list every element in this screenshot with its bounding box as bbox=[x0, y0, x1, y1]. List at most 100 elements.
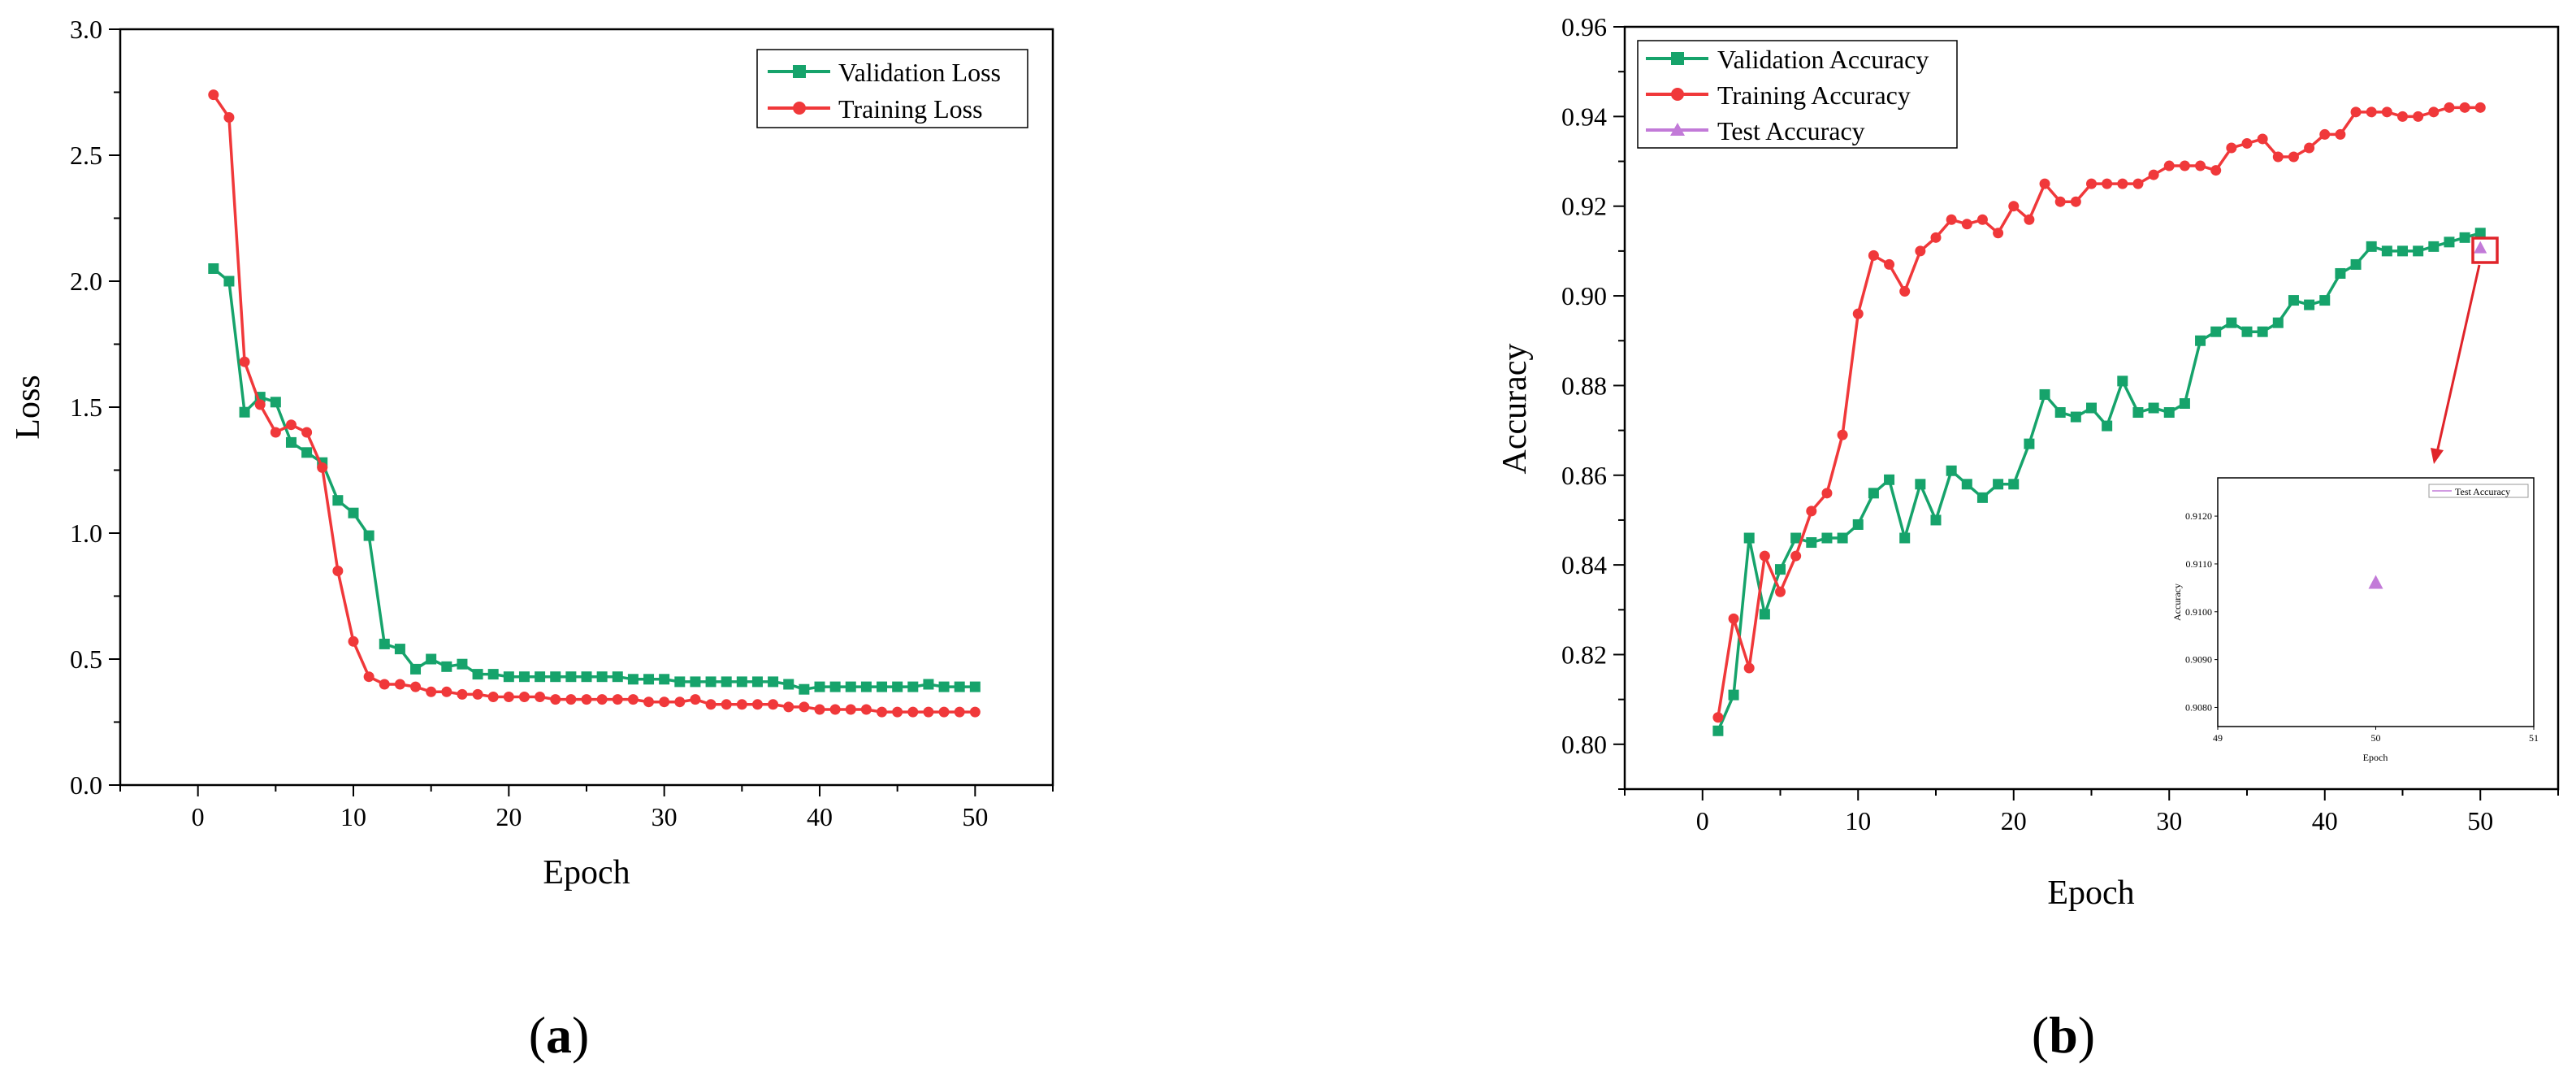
inset-series bbox=[2368, 575, 2383, 589]
accuracy-chart: 0 10 20 30 40 50 0.80 0.82 0.84 0.86 0.88 0.90 0.92 0… bbox=[1496, 12, 2560, 1064]
point-validation-loss bbox=[208, 263, 219, 274]
point-training-accuracy bbox=[1852, 308, 1864, 319]
inset-test-accuracy-point bbox=[2368, 575, 2383, 589]
point-validation-accuracy bbox=[2102, 420, 2113, 432]
point-training-accuracy bbox=[1775, 586, 1786, 597]
legend-validation-accuracy-label: Validation Accuracy bbox=[1717, 45, 1929, 74]
point-validation-loss bbox=[394, 644, 405, 655]
accuracy-legend: Validation Accuracy Training Accuracy Te… bbox=[1637, 40, 1958, 149]
point-training-loss bbox=[239, 356, 250, 367]
point-training-loss bbox=[690, 694, 701, 705]
point-training-accuracy bbox=[2179, 160, 2190, 171]
point-validation-loss bbox=[550, 671, 561, 683]
point-validation-loss bbox=[814, 681, 825, 692]
y-tick-label: 1.5 bbox=[70, 393, 102, 422]
point-training-loss bbox=[332, 566, 344, 576]
loss-legend: Validation Loss Training Loss bbox=[756, 49, 1028, 128]
point-validation-loss bbox=[674, 676, 686, 688]
point-training-accuracy bbox=[1868, 249, 1879, 261]
legend-validation-accuracy-marker bbox=[1671, 52, 1684, 65]
legend-training-loss-marker bbox=[793, 102, 806, 115]
point-training-loss bbox=[317, 462, 328, 473]
point-training-loss bbox=[270, 427, 281, 438]
point-training-loss bbox=[518, 692, 530, 702]
point-training-loss bbox=[379, 679, 390, 690]
point-training-accuracy bbox=[2163, 160, 2175, 171]
panel-label-b-letter: b bbox=[2049, 1006, 2078, 1064]
legend-validation-loss-label: Validation Loss bbox=[838, 58, 1001, 87]
point-training-accuracy bbox=[2381, 106, 2392, 118]
point-training-accuracy bbox=[1821, 488, 1833, 499]
y-tick-label: 2.0 bbox=[70, 267, 102, 296]
y-tick-label: 1.0 bbox=[70, 518, 102, 548]
point-validation-accuracy bbox=[2132, 407, 2144, 419]
point-training-loss bbox=[860, 704, 872, 715]
y-tick-label: 0.86 bbox=[1561, 461, 1607, 490]
point-validation-accuracy bbox=[1915, 479, 1926, 490]
zoom-inset: 49 50 51 0.9080 0.9090 0.9100 0.9110 0.9120 Tes… bbox=[2171, 471, 2540, 781]
y-tick-label: 0.84 bbox=[1561, 550, 1607, 579]
point-training-accuracy bbox=[2319, 128, 2331, 140]
point-validation-loss bbox=[783, 679, 794, 690]
legend-test-accuracy-marker bbox=[1670, 123, 1685, 136]
inset-y-tick-label: 0.9100 bbox=[2185, 606, 2212, 618]
point-validation-loss bbox=[845, 681, 856, 692]
point-training-accuracy bbox=[1976, 214, 1988, 225]
y-tick-label: 0.92 bbox=[1561, 192, 1607, 221]
point-training-loss bbox=[565, 694, 577, 705]
point-validation-accuracy bbox=[2397, 245, 2408, 257]
point-validation-accuracy bbox=[2288, 295, 2299, 306]
point-training-accuracy bbox=[2459, 102, 2470, 113]
point-training-loss bbox=[877, 706, 888, 718]
point-validation-accuracy bbox=[2459, 232, 2470, 243]
point-training-accuracy bbox=[2413, 111, 2424, 122]
point-training-accuracy bbox=[2444, 102, 2455, 113]
point-training-loss bbox=[643, 696, 655, 708]
point-validation-loss bbox=[348, 507, 359, 518]
legend-test-accuracy-label: Test Accuracy bbox=[1717, 116, 1865, 145]
accuracy-x-axis-label: Epoch bbox=[2047, 874, 2134, 912]
point-training-accuracy bbox=[2086, 178, 2097, 189]
point-training-accuracy bbox=[1961, 219, 1972, 230]
inset-y-axis-label: Accuracy bbox=[2171, 584, 2183, 621]
legend-training-accuracy-marker bbox=[1671, 88, 1684, 101]
point-validation-accuracy bbox=[2086, 402, 2097, 414]
point-validation-loss bbox=[441, 661, 452, 672]
point-training-accuracy bbox=[1759, 550, 1770, 562]
point-validation-accuracy bbox=[2366, 241, 2377, 252]
point-training-accuracy bbox=[2272, 151, 2284, 163]
point-validation-loss bbox=[535, 671, 546, 683]
point-training-accuracy bbox=[2241, 137, 2253, 149]
zoom-arrow-line bbox=[2435, 264, 2481, 457]
point-validation-accuracy bbox=[1806, 537, 1817, 549]
point-validation-accuracy bbox=[2039, 388, 2050, 400]
point-training-accuracy bbox=[2024, 214, 2035, 225]
point-validation-accuracy bbox=[2210, 326, 2222, 337]
loss-series-group bbox=[208, 89, 981, 718]
point-validation-accuracy bbox=[1946, 465, 1957, 476]
point-training-accuracy bbox=[1837, 429, 1848, 440]
point-training-loss bbox=[348, 636, 359, 647]
point-training-loss bbox=[954, 706, 965, 718]
point-training-accuracy bbox=[2132, 178, 2144, 189]
point-validation-loss bbox=[270, 397, 281, 408]
point-validation-loss bbox=[565, 671, 577, 683]
legend-training-accuracy-label: Training Accuracy bbox=[1717, 80, 1911, 110]
x-tick-label: 50 bbox=[962, 802, 988, 831]
point-training-loss bbox=[799, 701, 810, 713]
point-validation-loss bbox=[923, 679, 934, 690]
point-validation-loss bbox=[285, 436, 297, 448]
point-validation-accuracy bbox=[2117, 375, 2128, 387]
point-validation-loss bbox=[860, 681, 872, 692]
point-training-loss bbox=[829, 704, 841, 715]
y-tick-label: 2.5 bbox=[70, 141, 102, 170]
point-training-accuracy bbox=[1712, 712, 1724, 723]
point-validation-loss bbox=[410, 663, 422, 675]
inset-y-tick-label: 0.9110 bbox=[2185, 558, 2212, 570]
accuracy-axis-ticks: 0 10 20 30 40 50 0.80 0.82 0.84 0.86 0.88 0.90 0.92 0… bbox=[1561, 12, 2559, 835]
point-training-loss bbox=[674, 696, 686, 708]
point-training-loss bbox=[441, 686, 452, 697]
inset-x-tick-label: 50 bbox=[2371, 732, 2381, 744]
point-training-loss bbox=[487, 692, 499, 702]
x-tick-label: 40 bbox=[807, 802, 833, 831]
